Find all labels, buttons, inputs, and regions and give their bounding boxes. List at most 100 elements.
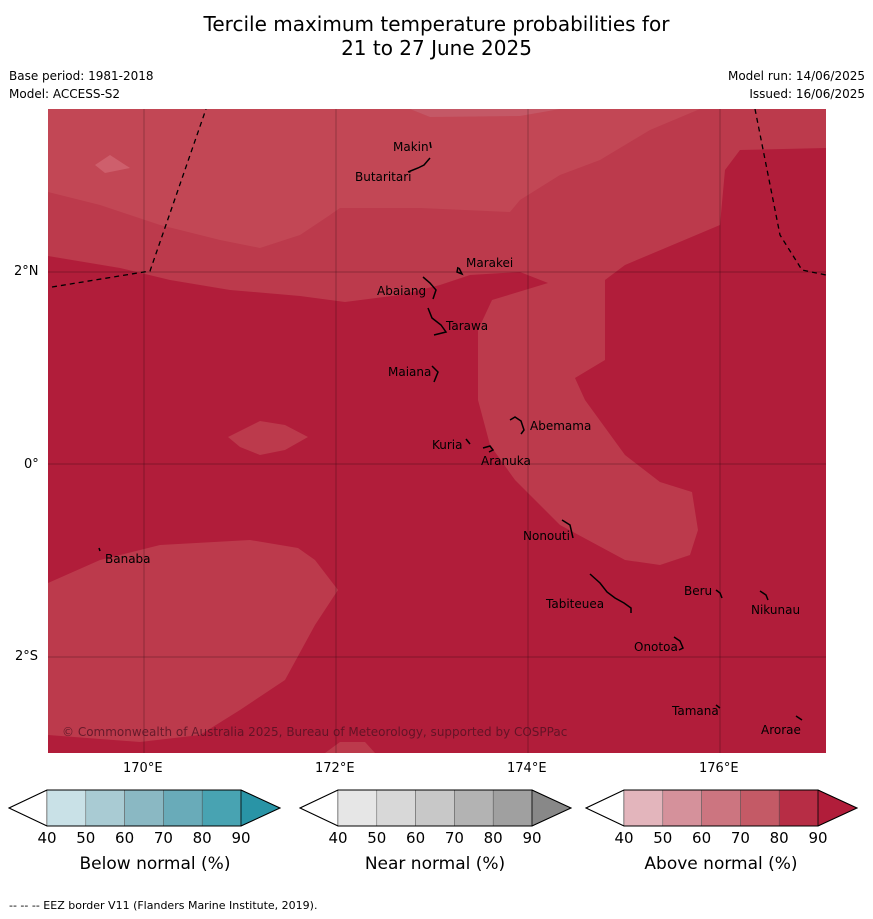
graticule (48, 109, 826, 753)
colorbar-above-tick: 80 (769, 829, 789, 847)
colorbar-near-low-extend (299, 789, 339, 827)
lon-label-174e: 174°E (507, 761, 547, 776)
label-arorae: Arorae (761, 723, 801, 737)
colorbar-near-tick: 60 (406, 829, 426, 847)
colorbar-near-segment (454, 789, 494, 827)
colorbar-near-segment (376, 789, 416, 827)
label-marakei: Marakei (466, 256, 513, 270)
colorbar-above-tick: 70 (730, 829, 750, 847)
island-maiana (431, 365, 439, 383)
colorbar-below-tick: 80 (192, 829, 212, 847)
region-above-50-north (48, 109, 700, 248)
label-nikunau: Nikunau (751, 603, 800, 617)
colorbar-below-low-extend (8, 789, 48, 827)
colorbar-above-segment (740, 789, 780, 827)
island-tamana (715, 704, 721, 709)
label-maiana: Maiana (388, 365, 431, 379)
place-labels: Makin Butaritari Marakei Abaiang Tarawa … (105, 140, 801, 737)
colorbar-below-tick: 50 (76, 829, 96, 847)
island-tabiteuea (589, 573, 632, 613)
colorbar-near-tick: 40 (328, 829, 348, 847)
colorbar-above-tick: 40 (614, 829, 634, 847)
colorbar-near (298, 789, 573, 827)
label-aranuka: Aranuka (481, 454, 531, 468)
colorbar-near-segment (337, 789, 378, 827)
map-title: Tercile maximum temperature probabilitie… (0, 12, 873, 60)
island-nikunau (759, 590, 769, 601)
island-arorae (795, 715, 803, 721)
colorbar-below-segment (46, 789, 87, 827)
region-above-60-sw (48, 540, 338, 742)
colorbar-below-tick: 70 (153, 829, 173, 847)
title-line-2: 21 to 27 June 2025 (341, 36, 532, 60)
region-above-50-patch-top (410, 109, 560, 117)
lat-label-2s: 2°S (15, 649, 39, 664)
colorbar-below-tick: 90 (231, 829, 251, 847)
island-onotoa (673, 636, 684, 651)
colorbar-near-high-extend (531, 789, 572, 827)
label-abaiang: Abaiang (377, 284, 426, 298)
colorbar-above-segment (778, 789, 819, 827)
lat-label-2n: 2°N (14, 264, 39, 279)
eez-border (51, 109, 826, 288)
island-aranuka (482, 445, 495, 453)
label-tamana: Tamana (671, 704, 719, 718)
colorbar-below-high-extend (240, 789, 281, 827)
label-beru: Beru (684, 584, 712, 598)
colorbar-near-segment (415, 789, 455, 827)
colorbar-near-tick: 70 (444, 829, 464, 847)
title-line-1: Tercile maximum temperature probabilitie… (203, 12, 670, 36)
label-butaritari: Butaritari (355, 170, 412, 184)
region-above-50-patch-nw (95, 155, 130, 173)
colorbar-below-segment (201, 789, 242, 827)
colorbar-above-tick: 60 (692, 829, 712, 847)
island-banaba (98, 547, 101, 552)
colorbar-near-tick: 90 (522, 829, 542, 847)
colorbar-label-below: Below normal (%) (79, 854, 231, 874)
colorbar-label-above: Above normal (%) (644, 854, 798, 874)
islands (98, 141, 803, 721)
lat-label-0: 0° (24, 457, 39, 472)
label-onotoa: Onotoa (634, 640, 678, 654)
issued-date: Issued: 16/06/2025 (749, 87, 865, 101)
island-abaiang (422, 276, 437, 300)
label-tarawa: Tarawa (445, 319, 488, 333)
island-kuria (465, 438, 471, 445)
island-beru (715, 589, 723, 599)
colorbar-above-segment (623, 789, 664, 827)
colorbar-label-near: Near normal (%) (364, 854, 506, 874)
label-abemama: Abemama (530, 419, 591, 433)
model-name: Model: ACCESS-S2 (9, 87, 121, 101)
meta-right: Model run: 14/06/2025 Issued: 16/06/2025 (728, 67, 865, 103)
label-kuria: Kuria (432, 438, 463, 452)
island-tarawa (427, 307, 448, 336)
colorbar-above-segment (662, 789, 702, 827)
colorbars (7, 789, 859, 827)
island-butaritari (407, 157, 431, 173)
base-period: Base period: 1981-2018 (9, 69, 154, 83)
lon-label-172e: 172°E (315, 761, 355, 776)
lon-label-170e: 170°E (123, 761, 163, 776)
copyright-notice: © Commonwealth of Australia 2025, Bureau… (62, 725, 567, 739)
colorbar-below-tick: 60 (115, 829, 135, 847)
colorbar-near-segment (492, 789, 533, 827)
label-tabiteuea: Tabiteuea (545, 597, 604, 611)
island-makin (429, 141, 432, 149)
colorbar-near-tick: 80 (483, 829, 503, 847)
eez-footnote: -- -- -- EEZ border V11 (Flanders Marine… (9, 899, 318, 912)
island-abemama (509, 416, 525, 435)
colorbar-above-tick: 90 (808, 829, 828, 847)
label-makin: Makin (393, 140, 429, 154)
island-marakei (456, 266, 464, 276)
label-banaba: Banaba (105, 552, 151, 566)
colorbar-below-segment (163, 789, 203, 827)
model-run: Model run: 14/06/2025 (727, 69, 865, 83)
colorbar-below-segment (85, 789, 125, 827)
colorbar-above-tick: 50 (653, 829, 673, 847)
label-nonouti: Nonouti (523, 529, 570, 543)
region-above-60-patch-mid (228, 421, 308, 455)
colorbar-below-tick: 40 (37, 829, 57, 847)
colorbar-above-low-extend (585, 789, 625, 827)
colorbar-above (584, 789, 859, 827)
